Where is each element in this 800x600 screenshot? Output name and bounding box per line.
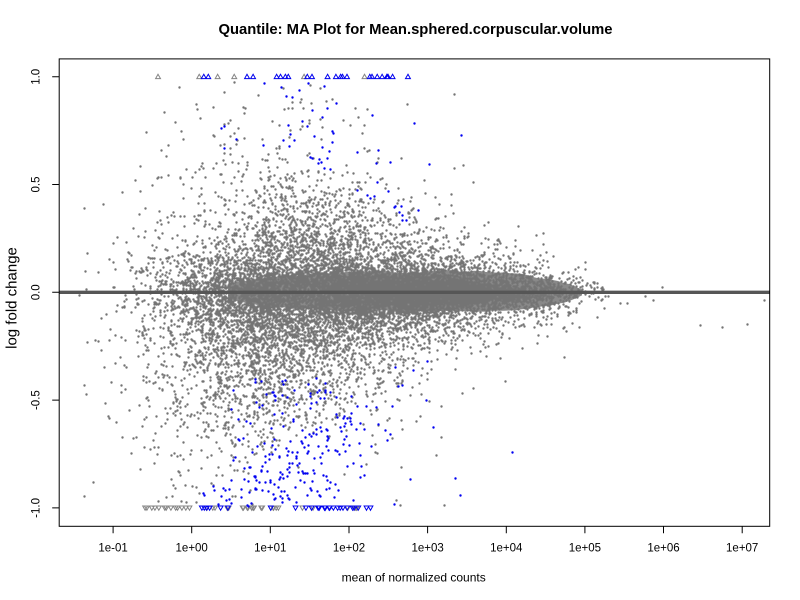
svg-text:Quantile: MA Plot for Mean.sph: Quantile: MA Plot for Mean.sphered.corpu… [218, 22, 612, 38]
svg-text:-1.0: -1.0 [31, 498, 43, 518]
svg-text:1e-01: 1e-01 [98, 542, 127, 554]
svg-text:1e+07: 1e+07 [726, 542, 758, 554]
svg-text:log fold change: log fold change [4, 247, 21, 349]
svg-text:1e+02: 1e+02 [333, 542, 365, 554]
svg-text:0.5: 0.5 [31, 177, 43, 193]
svg-text:0.0: 0.0 [31, 284, 43, 300]
svg-text:1e+04: 1e+04 [490, 542, 523, 554]
svg-text:1e+06: 1e+06 [647, 542, 679, 554]
svg-text:1e+01: 1e+01 [254, 542, 286, 554]
svg-text:1e+00: 1e+00 [176, 542, 208, 554]
svg-text:1e+05: 1e+05 [569, 542, 601, 554]
svg-text:mean of normalized counts: mean of normalized counts [342, 571, 486, 585]
svg-text:1e+03: 1e+03 [411, 542, 443, 554]
svg-text:1.0: 1.0 [31, 69, 43, 85]
svg-text:-0.5: -0.5 [31, 390, 43, 410]
